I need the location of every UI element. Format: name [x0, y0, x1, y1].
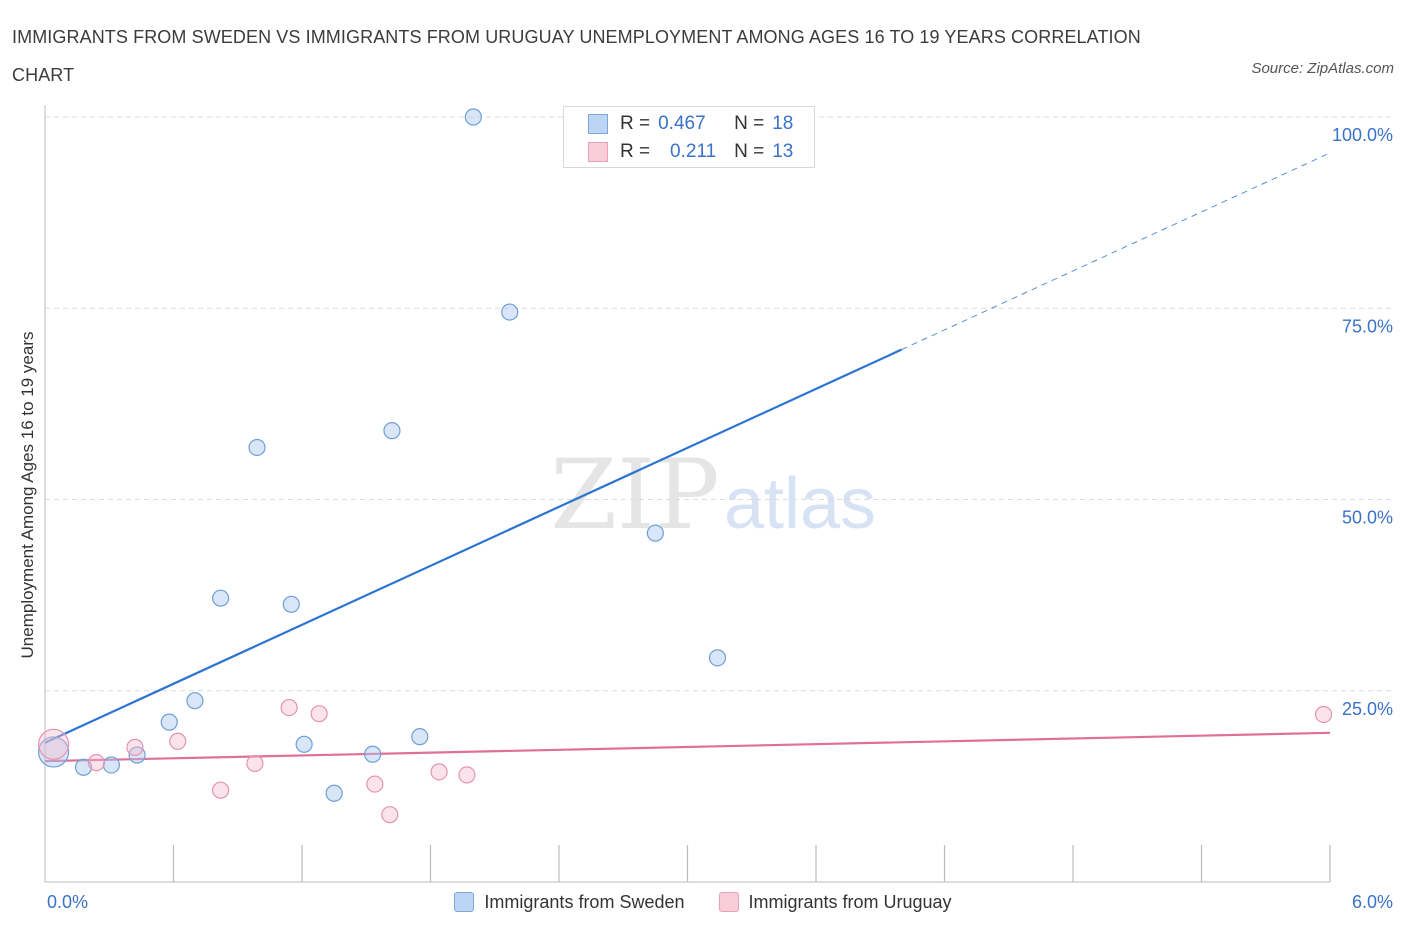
watermark-atlas: atlas [724, 464, 876, 544]
uruguay-point [246, 754, 264, 773]
chart-title: IMMIGRANTS FROM SWEDEN VS IMMIGRANTS FRO… [12, 27, 1141, 85]
r-value: 0.467 [658, 113, 706, 134]
sweden-point [501, 303, 519, 321]
sweden-point [102, 756, 120, 774]
legend-item-sweden[interactable]: Immigrants from Sweden [454, 888, 685, 916]
sweden-point [708, 649, 727, 667]
uruguay-point [280, 698, 298, 717]
y-tick-label: 100.0% [1332, 125, 1393, 145]
uruguay-swatch [588, 142, 608, 162]
sweden-point [646, 524, 664, 542]
y-tick-label: 50.0% [1342, 508, 1393, 528]
uruguay-point [37, 728, 70, 760]
sweden-point [212, 589, 230, 607]
legend-item-uruguay[interactable]: Immigrants from Uruguay [718, 888, 952, 916]
watermark-zip: ZIP [550, 439, 719, 551]
x-tick-label-max: 6.0% [1352, 892, 1393, 912]
sweden-point [160, 713, 178, 731]
stats-legend: R = 0.467 N = 18 R = 0.211 N = 13 [563, 106, 815, 168]
sweden-trend-line [44, 348, 903, 744]
series-legend: Immigrants from Sweden Immigrants from U… [0, 888, 1406, 916]
sweden-point [186, 692, 204, 710]
y-tick-label: 25.0% [1342, 699, 1393, 719]
uruguay-point [430, 763, 448, 781]
uruguay-point [366, 775, 384, 793]
sweden-swatch [588, 114, 608, 134]
sweden-point [325, 784, 343, 802]
sweden-legend-swatch [454, 892, 475, 912]
n-label: N = [734, 141, 765, 162]
sweden-point [411, 728, 429, 746]
sweden-point [383, 422, 401, 440]
sweden-point [74, 758, 93, 776]
r-label: R = [620, 113, 651, 134]
legend-label-uruguay: Immigrants from Uruguay [748, 891, 952, 912]
sweden-point [364, 745, 382, 763]
uruguay-point [126, 738, 144, 756]
x-tick-label-min: 0.0% [47, 892, 88, 912]
sweden-trend-extension [901, 152, 1331, 351]
uruguay-point [458, 766, 476, 784]
r-value: 0.211 [670, 141, 717, 162]
data-points [37, 108, 1333, 824]
uruguay-point [212, 781, 230, 799]
stats-row-uruguay: R = 0.211 N = 13 [588, 138, 793, 166]
n-label: N = [734, 113, 765, 134]
uruguay-point [381, 806, 399, 824]
tick-labels: 25.0% 50.0% 75.0% 100.0% 0.0% 6.0% [47, 125, 1393, 912]
r-label: R = [620, 141, 651, 162]
sweden-point [37, 736, 70, 768]
y-tick-label: 75.0% [1342, 316, 1393, 336]
sweden-point [248, 438, 266, 457]
source-label: Source: ZipAtlas.com [1251, 60, 1394, 77]
uruguay-legend-swatch [718, 892, 739, 912]
gridlines [45, 116, 1392, 692]
sweden-point [282, 595, 300, 613]
sweden-point [295, 735, 313, 753]
n-value: 13 [772, 141, 794, 162]
legend-label-sweden: Immigrants from Sweden [484, 891, 685, 912]
stats-row-sweden: R = 0.467 N = 18 [588, 110, 793, 138]
uruguay-point [169, 732, 187, 750]
uruguay-point [1314, 705, 1333, 724]
uruguay-point [310, 705, 328, 723]
uruguay-point [87, 754, 106, 772]
n-value: 18 [772, 113, 794, 134]
uruguay-trend-line [44, 731, 1331, 763]
axes [44, 105, 1331, 883]
sweden-point [464, 108, 482, 126]
